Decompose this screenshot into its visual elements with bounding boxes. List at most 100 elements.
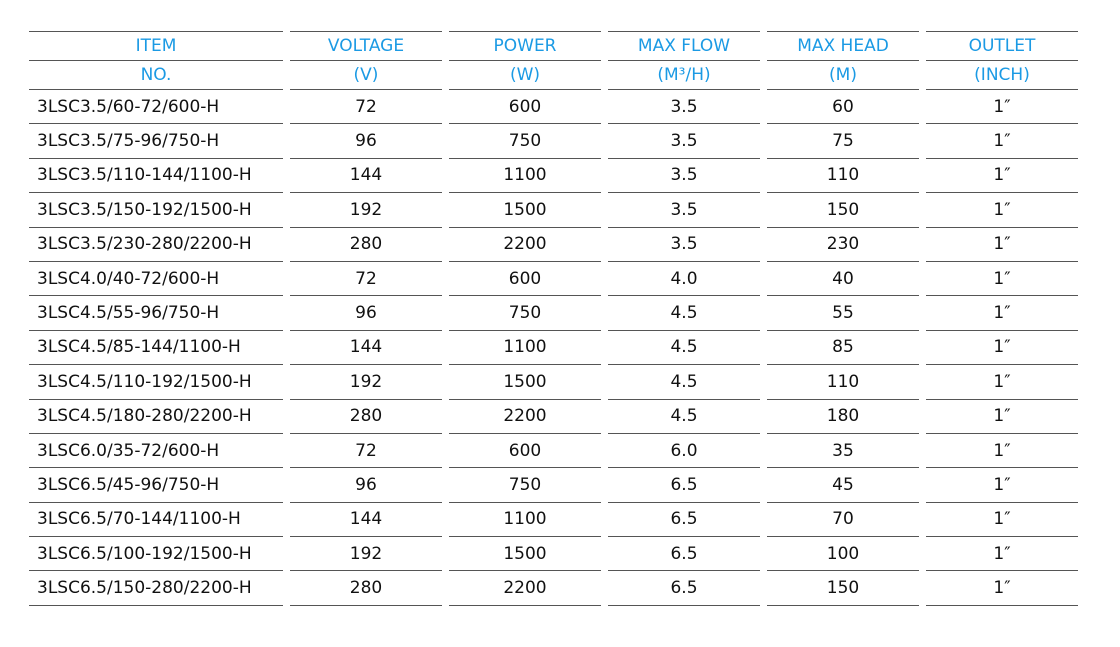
cell-outlet: 1″ xyxy=(926,400,1078,434)
cell-voltage: 192 xyxy=(290,365,442,400)
cell-voltage: 96 xyxy=(290,296,442,331)
cell-item: 3LSC3.5/110-144/1100-H xyxy=(29,159,283,194)
header-max-flow-unit: (M³/H) xyxy=(608,61,760,90)
cell-power: 600 xyxy=(449,262,601,297)
cell-power: 1500 xyxy=(449,537,601,572)
cell-power: 1500 xyxy=(449,193,601,228)
cell-item: 3LSC4.5/110-192/1500-H xyxy=(29,365,283,400)
table-row: 3LSC3.5/60-72/600-H 72 600 3.5 60 1″ xyxy=(29,90,1078,125)
cell-voltage: 72 xyxy=(290,434,442,469)
cell-max-head: 150 xyxy=(767,193,919,228)
cell-outlet: 1″ xyxy=(926,537,1078,572)
cell-max-flow: 3.5 xyxy=(608,124,760,159)
cell-outlet: 1″ xyxy=(926,434,1078,469)
header-voltage-unit: (V) xyxy=(290,61,442,90)
cell-max-head: 70 xyxy=(767,503,919,538)
cell-item: 3LSC3.5/75-96/750-H xyxy=(29,124,283,159)
table-row: 3LSC3.5/230-280/2200-H 280 2200 3.5 230 1″ xyxy=(29,228,1078,262)
cell-item: 3LSC6.5/150-280/2200-H xyxy=(29,571,283,606)
cell-voltage: 280 xyxy=(290,400,442,434)
header-power-unit: (W) xyxy=(449,61,601,90)
table-row: 3LSC3.5/150-192/1500-H 192 1500 3.5 150 1″ xyxy=(29,193,1078,228)
cell-voltage: 192 xyxy=(290,193,442,228)
cell-item: 3LSC6.5/100-192/1500-H xyxy=(29,537,283,572)
cell-max-head: 75 xyxy=(767,124,919,159)
cell-max-flow: 6.5 xyxy=(608,468,760,503)
header-max-head: MAX HEAD xyxy=(767,31,919,61)
cell-voltage: 192 xyxy=(290,537,442,572)
header-max-head-unit: (M) xyxy=(767,61,919,90)
cell-voltage: 144 xyxy=(290,159,442,194)
cell-item: 3LSC4.5/85-144/1100-H xyxy=(29,331,283,366)
table-row: 3LSC4.0/40-72/600-H 72 600 4.0 40 1″ xyxy=(29,262,1078,297)
cell-max-flow: 4.5 xyxy=(608,365,760,400)
header-power: POWER xyxy=(449,31,601,61)
header-outlet-unit: (INCH) xyxy=(926,61,1078,90)
cell-outlet: 1″ xyxy=(926,124,1078,159)
table-row: 3LSC6.5/100-192/1500-H 192 1500 6.5 100 1″ xyxy=(29,537,1078,572)
cell-max-flow: 4.0 xyxy=(608,262,760,297)
cell-power: 2200 xyxy=(449,400,601,434)
cell-item: 3LSC6.5/70-144/1100-H xyxy=(29,503,283,538)
cell-max-head: 100 xyxy=(767,537,919,572)
table-row: 3LSC4.5/55-96/750-H 96 750 4.5 55 1″ xyxy=(29,296,1078,331)
table-row: 3LSC3.5/75-96/750-H 96 750 3.5 75 1″ xyxy=(29,124,1078,159)
cell-max-head: 60 xyxy=(767,90,919,125)
cell-outlet: 1″ xyxy=(926,571,1078,606)
cell-power: 750 xyxy=(449,296,601,331)
table-row: 3LSC3.5/110-144/1100-H 144 1100 3.5 110 1″ xyxy=(29,159,1078,194)
cell-outlet: 1″ xyxy=(926,228,1078,262)
cell-voltage: 72 xyxy=(290,262,442,297)
cell-max-flow: 4.5 xyxy=(608,400,760,434)
header-item-unit: NO. xyxy=(29,61,283,90)
table-row: 3LSC6.5/70-144/1100-H 144 1100 6.5 70 1″ xyxy=(29,503,1078,538)
cell-max-flow: 6.0 xyxy=(608,434,760,469)
cell-outlet: 1″ xyxy=(926,193,1078,228)
cell-max-flow: 4.5 xyxy=(608,296,760,331)
cell-max-head: 55 xyxy=(767,296,919,331)
cell-voltage: 96 xyxy=(290,468,442,503)
cell-max-head: 110 xyxy=(767,159,919,194)
cell-max-head: 40 xyxy=(767,262,919,297)
cell-power: 750 xyxy=(449,468,601,503)
cell-max-flow: 4.5 xyxy=(608,331,760,366)
cell-max-head: 85 xyxy=(767,331,919,366)
cell-max-flow: 3.5 xyxy=(608,159,760,194)
cell-voltage: 280 xyxy=(290,228,442,262)
table-row: 3LSC6.5/150-280/2200-H 280 2200 6.5 150 1″ xyxy=(29,571,1078,606)
cell-power: 1100 xyxy=(449,159,601,194)
cell-max-head: 150 xyxy=(767,571,919,606)
cell-outlet: 1″ xyxy=(926,503,1078,538)
header-voltage: VOLTAGE xyxy=(290,31,442,61)
cell-power: 2200 xyxy=(449,571,601,606)
cell-item: 3LSC4.5/55-96/750-H xyxy=(29,296,283,331)
cell-outlet: 1″ xyxy=(926,90,1078,125)
cell-voltage: 72 xyxy=(290,90,442,125)
cell-voltage: 144 xyxy=(290,331,442,366)
cell-power: 2200 xyxy=(449,228,601,262)
cell-power: 600 xyxy=(449,434,601,469)
header-max-flow: MAX FLOW xyxy=(608,31,760,61)
cell-item: 3LSC3.5/60-72/600-H xyxy=(29,90,283,125)
header-row-units: NO. (V) (W) (M³/H) (M) (INCH) xyxy=(29,61,1078,90)
cell-item: 3LSC3.5/230-280/2200-H xyxy=(29,228,283,262)
table-row: 3LSC4.5/85-144/1100-H 144 1100 4.5 85 1″ xyxy=(29,331,1078,366)
cell-max-head: 110 xyxy=(767,365,919,400)
cell-outlet: 1″ xyxy=(926,262,1078,297)
cell-max-head: 35 xyxy=(767,434,919,469)
cell-item: 3LSC4.5/180-280/2200-H xyxy=(29,400,283,434)
cell-outlet: 1″ xyxy=(926,159,1078,194)
cell-max-flow: 6.5 xyxy=(608,537,760,572)
cell-voltage: 280 xyxy=(290,571,442,606)
cell-power: 1100 xyxy=(449,331,601,366)
cell-outlet: 1″ xyxy=(926,468,1078,503)
cell-outlet: 1″ xyxy=(926,331,1078,366)
table-row: 3LSC6.0/35-72/600-H 72 600 6.0 35 1″ xyxy=(29,434,1078,469)
cell-item: 3LSC6.0/35-72/600-H xyxy=(29,434,283,469)
header-outlet: OUTLET xyxy=(926,31,1078,61)
cell-item: 3LSC6.5/45-96/750-H xyxy=(29,468,283,503)
table-row: 3LSC6.5/45-96/750-H 96 750 6.5 45 1″ xyxy=(29,468,1078,503)
pump-spec-table: ITEM VOLTAGE POWER MAX FLOW MAX HEAD OUTLET N… xyxy=(22,31,1085,606)
cell-max-head: 45 xyxy=(767,468,919,503)
cell-item: 3LSC3.5/150-192/1500-H xyxy=(29,193,283,228)
